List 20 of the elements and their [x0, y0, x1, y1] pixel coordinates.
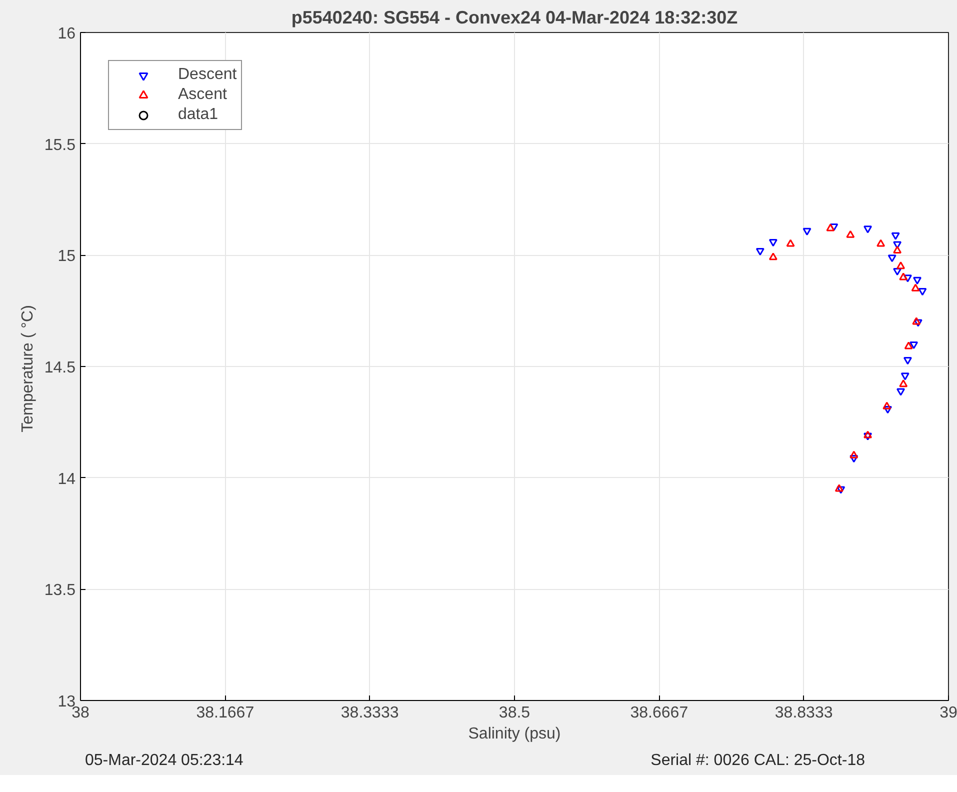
y-tick-label: 13.5: [44, 582, 76, 600]
x-tick-label: 38.6667: [630, 704, 688, 722]
y-tick-label: 14: [58, 470, 76, 488]
x-tick-label: 39: [940, 704, 957, 722]
text: 05-Mar-2024 05:23:14: [85, 751, 244, 771]
y-tick-label: 14.5: [44, 360, 76, 376]
text: Serial #: 0026 CAL: 25-Oct-18: [650, 751, 865, 771]
y-axis-title: Temperature ( °C): [19, 305, 36, 432]
x-tick-label: 38.3333: [340, 704, 399, 722]
x-axis-title: Salinity (psu): [468, 726, 561, 742]
x-tick-label: 38.8333: [774, 704, 833, 722]
legend-label: data1: [178, 106, 218, 124]
y-tick-label: 15: [58, 248, 76, 266]
chart-title: p5540240: SG554 - Convex24 04-Mar-2024 18:32:30Z: [291, 8, 738, 28]
legend-label: Ascent: [178, 86, 227, 104]
y-tick-label: 16: [58, 26, 76, 42]
x-tick-label: 38.1667: [196, 704, 254, 722]
y-tick-label: 15.5: [44, 136, 76, 154]
legend-label: Descent: [178, 66, 237, 84]
x-tick-label: 38.5: [498, 704, 530, 722]
